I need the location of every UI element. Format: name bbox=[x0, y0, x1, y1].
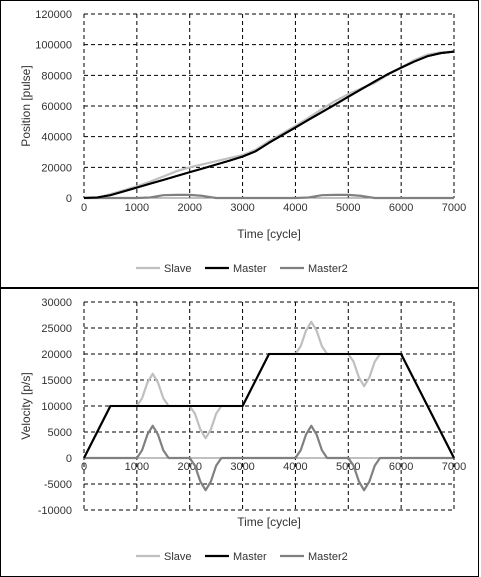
legend: Slave Master Master2 bbox=[136, 551, 348, 563]
x-tick-label: 1000 bbox=[125, 202, 149, 214]
legend: Slave Master Master2 bbox=[136, 263, 348, 275]
x-tick-label: 1000 bbox=[125, 461, 149, 473]
legend-entry: Master bbox=[233, 263, 267, 275]
series-line-master-top bbox=[83, 50, 455, 199]
legend-entry: Master2 bbox=[308, 263, 348, 275]
y-axis-label: Position [pulse] bbox=[19, 65, 33, 146]
y-tick-label: 30000 bbox=[41, 297, 72, 309]
y-tick-label: 120000 bbox=[35, 9, 72, 21]
x-tick-label: 7000 bbox=[442, 461, 466, 473]
x-axis-label: Time [cycle] bbox=[237, 515, 301, 529]
x-tick-label: 4000 bbox=[283, 461, 307, 473]
x-tick-label: 4000 bbox=[283, 202, 307, 214]
y-tick-label: 20000 bbox=[41, 162, 72, 174]
y-axis-label: Velocity [p/s] bbox=[19, 372, 33, 439]
legend-entry: Master bbox=[233, 551, 267, 563]
x-tick-label: 6000 bbox=[389, 202, 413, 214]
series-line-master bbox=[83, 50, 455, 199]
position-chart-panel bbox=[0, 0, 479, 288]
y-tick-label: 25000 bbox=[41, 323, 72, 335]
y-tick-label: 10000 bbox=[41, 401, 72, 413]
legend-entry: Master2 bbox=[308, 551, 348, 563]
y-tick-label: -5000 bbox=[44, 479, 72, 491]
series-line-slave bbox=[83, 320, 455, 459]
x-tick-label: 5000 bbox=[336, 202, 360, 214]
y-tick-label: 100000 bbox=[35, 40, 72, 52]
x-tick-label: 0 bbox=[81, 202, 87, 214]
series-line-master2 bbox=[84, 424, 454, 492]
x-tick-label: 5000 bbox=[336, 461, 360, 473]
legend-entry: Slave bbox=[164, 263, 192, 275]
velocity-chart: -10000-500005000100001500020000250003000… bbox=[19, 297, 466, 563]
y-tick-label: 5000 bbox=[48, 427, 72, 439]
x-tick-label: 0 bbox=[81, 461, 87, 473]
series-line-slave bbox=[83, 50, 455, 200]
y-tick-label: -10000 bbox=[38, 505, 72, 517]
y-tick-label: 0 bbox=[66, 453, 72, 465]
x-tick-label: 2000 bbox=[177, 461, 201, 473]
y-tick-label: 15000 bbox=[41, 375, 72, 387]
y-tick-label: 20000 bbox=[41, 349, 72, 361]
x-tick-label: 2000 bbox=[177, 202, 201, 214]
legend-entry: Slave bbox=[164, 551, 192, 563]
y-tick-label: 0 bbox=[66, 193, 72, 205]
x-tick-label: 7000 bbox=[442, 202, 466, 214]
y-tick-label: 40000 bbox=[41, 132, 72, 144]
x-tick-label: 3000 bbox=[230, 461, 254, 473]
x-axis-label: Time [cycle] bbox=[237, 227, 301, 241]
series-line-master-top bbox=[83, 353, 455, 459]
position-chart: 0 20000 40000 60000 80000 100000 120000 0 1000 20… bbox=[19, 9, 466, 275]
y-tick-label: 60000 bbox=[41, 101, 72, 113]
x-tick-label: 6000 bbox=[389, 461, 413, 473]
series-line-master2 bbox=[84, 193, 454, 200]
y-tick-label: 80000 bbox=[41, 70, 72, 82]
x-tick-label: 3000 bbox=[230, 202, 254, 214]
